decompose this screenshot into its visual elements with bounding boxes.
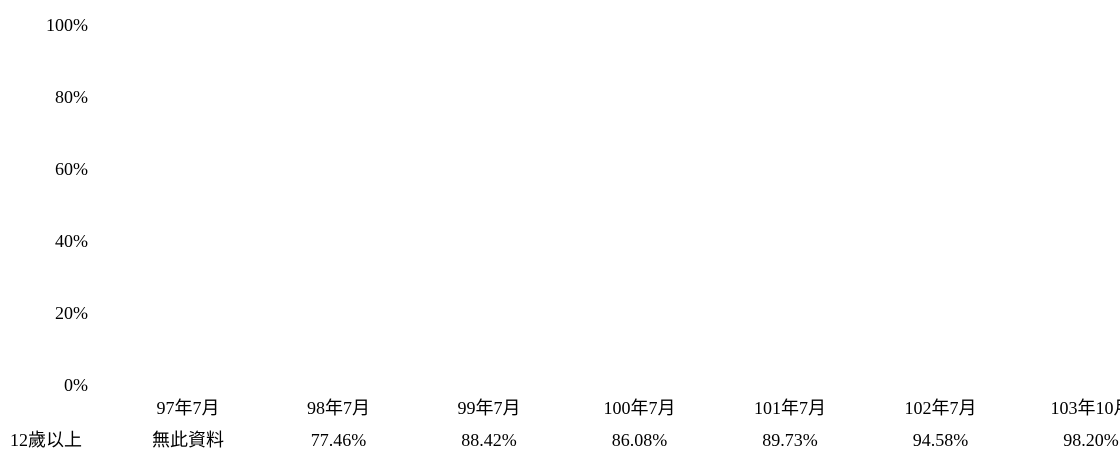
bar	[459, 67, 519, 385]
x-category-label: 100年7月	[604, 398, 676, 418]
y-tick-label: 60%	[55, 159, 88, 179]
y-tick-label: 40%	[55, 231, 88, 251]
x-axis: 97年7月 98年7月 99年7月 100年7月 101年7月 102年7月 103年10月	[157, 398, 1120, 418]
bar	[911, 45, 971, 385]
x-category-label: 101年7月	[754, 398, 826, 418]
x-category-label: 102年7月	[905, 398, 977, 418]
series-name-label: 12歲以上	[10, 430, 82, 450]
plot-area	[309, 31, 1120, 385]
x-category-label: 99年7月	[458, 398, 521, 418]
bar	[760, 62, 820, 385]
x-category-label: 103年10月	[1051, 398, 1120, 418]
data-label: 88.42%	[461, 430, 517, 450]
y-tick-label: 100%	[46, 15, 88, 35]
data-label: 94.58%	[913, 430, 969, 450]
bar	[610, 75, 670, 385]
data-label: 無此資料	[152, 430, 224, 450]
x-category-label: 97年7月	[157, 398, 220, 418]
y-tick-label: 20%	[55, 303, 88, 323]
y-tick-label: 0%	[64, 375, 88, 395]
y-axis: 100% 80% 60% 40% 20% 0%	[46, 15, 88, 395]
data-label: 86.08%	[612, 430, 668, 450]
data-label: 89.73%	[762, 430, 818, 450]
data-label: 98.20%	[1063, 430, 1119, 450]
bar	[1061, 31, 1120, 385]
x-category-label: 98年7月	[307, 398, 370, 418]
data-table: 12歲以上 無此資料 77.46% 88.42% 86.08% 89.73% 94.58%…	[10, 430, 1119, 450]
y-tick-label: 80%	[55, 87, 88, 107]
bar	[309, 106, 369, 385]
data-label: 77.46%	[311, 430, 367, 450]
